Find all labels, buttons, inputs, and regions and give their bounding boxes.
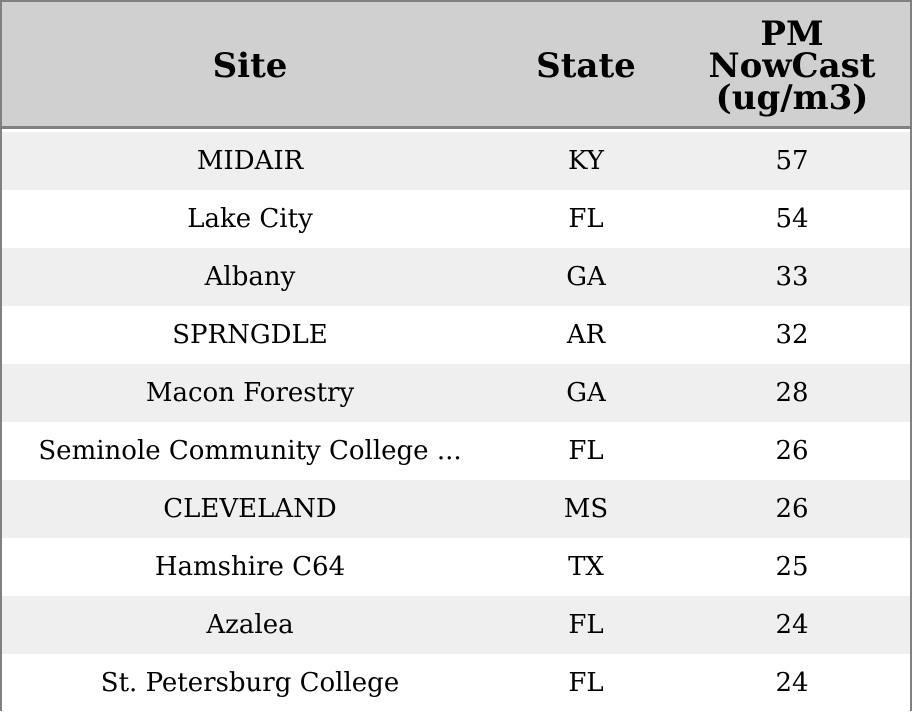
table-row: Hamshire C64 TX 25 xyxy=(2,538,910,596)
cell-state: TX xyxy=(568,552,604,582)
cell-pm-nowcast: 57 xyxy=(775,146,809,176)
table-row: St. Petersburg College FL 24 xyxy=(2,654,910,712)
cell-site: Seminole Community College ... xyxy=(38,436,462,466)
cell-site: St. Petersburg College xyxy=(100,668,400,698)
cell-pm-nowcast: 26 xyxy=(775,436,809,466)
column-header-pm-nowcast: PM NowCast (ug/m3) xyxy=(708,13,876,118)
table-row: Seminole Community College ... FL 26 xyxy=(2,422,910,480)
table-row: Lake City FL 54 xyxy=(2,190,910,248)
cell-state: FL xyxy=(568,610,604,640)
cell-state: FL xyxy=(568,668,604,698)
table-row: CLEVELAND MS 26 xyxy=(2,480,910,538)
table-row: SPRNGDLE AR 32 xyxy=(2,306,910,364)
table-row: Albany GA 33 xyxy=(2,248,910,306)
cell-state: FL xyxy=(568,436,604,466)
cell-state: MS xyxy=(563,494,609,524)
cell-pm-nowcast: 26 xyxy=(775,494,809,524)
cell-site: Lake City xyxy=(187,204,313,234)
table-header: Site State PM NowCast (ug/m3) xyxy=(2,2,910,129)
cell-state: FL xyxy=(568,204,604,234)
cell-pm-nowcast: 28 xyxy=(775,378,809,408)
cell-pm-nowcast: 24 xyxy=(775,668,809,698)
cell-pm-nowcast: 33 xyxy=(775,262,809,292)
cell-site: Azalea xyxy=(206,610,294,640)
cell-pm-nowcast: 54 xyxy=(775,204,809,234)
cell-site: Albany xyxy=(204,262,296,292)
column-header-state: State xyxy=(536,45,636,86)
cell-site: CLEVELAND xyxy=(163,494,337,524)
cell-state: GA xyxy=(566,378,606,408)
cell-pm-nowcast: 32 xyxy=(775,320,809,350)
table-row: Macon Forestry GA 28 xyxy=(2,364,910,422)
cell-state: GA xyxy=(566,262,606,292)
cell-site: SPRNGDLE xyxy=(172,320,328,350)
cell-pm-nowcast: 25 xyxy=(775,552,809,582)
cell-site: Macon Forestry xyxy=(145,378,355,408)
cell-state: KY xyxy=(568,146,604,176)
table-row: MIDAIR KY 57 xyxy=(2,132,910,190)
table-body: MIDAIR KY 57 Lake City FL 54 Albany GA 33 SPRNGDL… xyxy=(2,132,910,712)
cell-site: MIDAIR xyxy=(196,146,304,176)
cell-pm-nowcast: 24 xyxy=(775,610,809,640)
cell-state: AR xyxy=(566,320,606,350)
cell-site: Hamshire C64 xyxy=(154,552,346,582)
table-row: Azalea FL 24 xyxy=(2,596,910,654)
column-header-site: Site xyxy=(212,45,288,86)
